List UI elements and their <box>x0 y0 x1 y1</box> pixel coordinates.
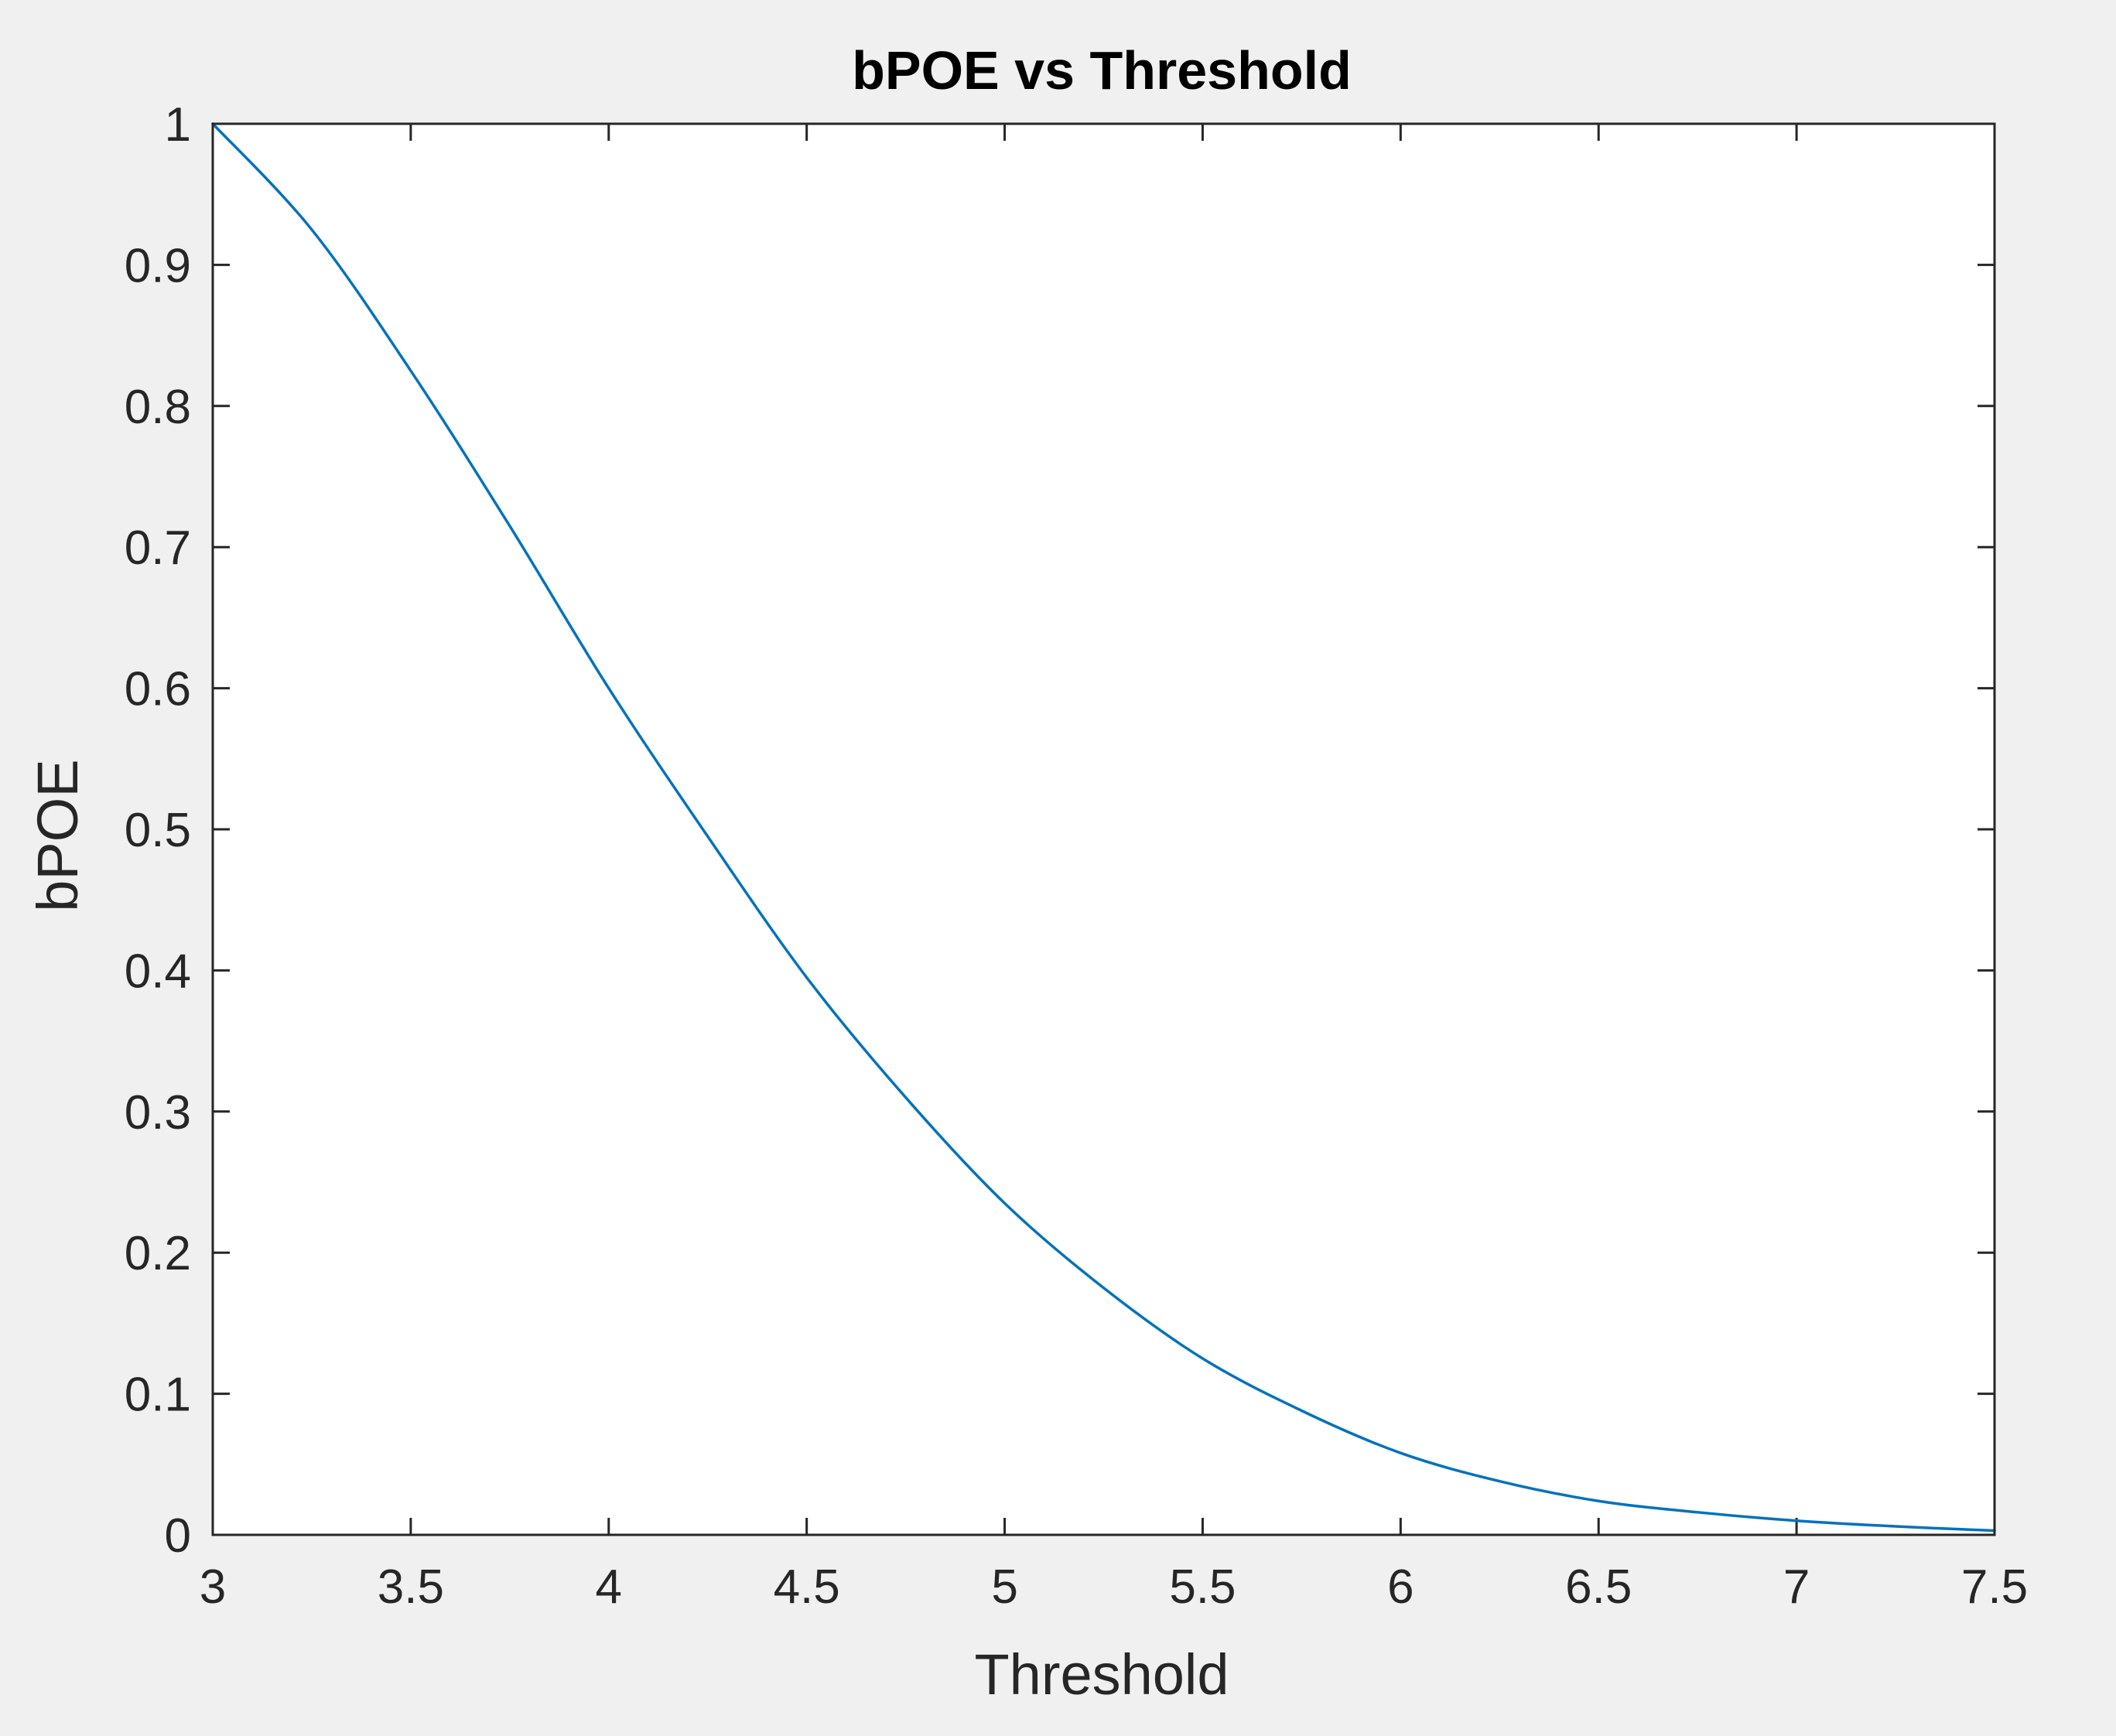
y-tick-label: 0.7 <box>125 521 191 575</box>
y-tick-label: 0.5 <box>125 804 191 857</box>
tick-labels: 3 3.5 4 4.5 5 5.5 6 6.5 7 7.5 0 0.1 0.2 0.3 0.4 0.5 0.6 0… <box>125 98 2028 1614</box>
y-tick-label: 1 <box>165 98 191 152</box>
y-tick-label: 0.4 <box>125 945 191 998</box>
x-tick-label: 6.5 <box>1565 1560 1632 1614</box>
y-axis-label: bPOE <box>26 759 90 911</box>
x-tick-label: 4.5 <box>774 1560 840 1614</box>
x-tick-label: 3.5 <box>378 1560 444 1614</box>
plot-area <box>213 124 1995 1535</box>
x-tick-label: 6 <box>1387 1560 1414 1614</box>
x-tick-label: 7 <box>1783 1560 1810 1614</box>
y-tick-label: 0.1 <box>125 1369 191 1422</box>
series-line <box>211 122 1996 1533</box>
axes-box <box>211 122 1996 1536</box>
y-tick-label: 0.9 <box>125 239 191 292</box>
y-tick-label: 0 <box>165 1509 191 1563</box>
x-tick-label: 4 <box>596 1560 622 1614</box>
x-tick-label: 7.5 <box>1961 1560 2028 1614</box>
x-tick-label: 3 <box>200 1560 226 1614</box>
chart-title: bPOE vs Threshold <box>852 40 1352 101</box>
y-tick-label: 0.2 <box>125 1227 191 1280</box>
y-tick-label: 0.8 <box>125 381 191 434</box>
x-tick-label: 5.5 <box>1169 1560 1236 1614</box>
x-axis-label: Threshold <box>974 1642 1229 1707</box>
y-tick-label: 0.3 <box>125 1086 191 1140</box>
y-tick-label: 0.6 <box>125 663 191 716</box>
x-tick-label: 5 <box>991 1560 1017 1614</box>
